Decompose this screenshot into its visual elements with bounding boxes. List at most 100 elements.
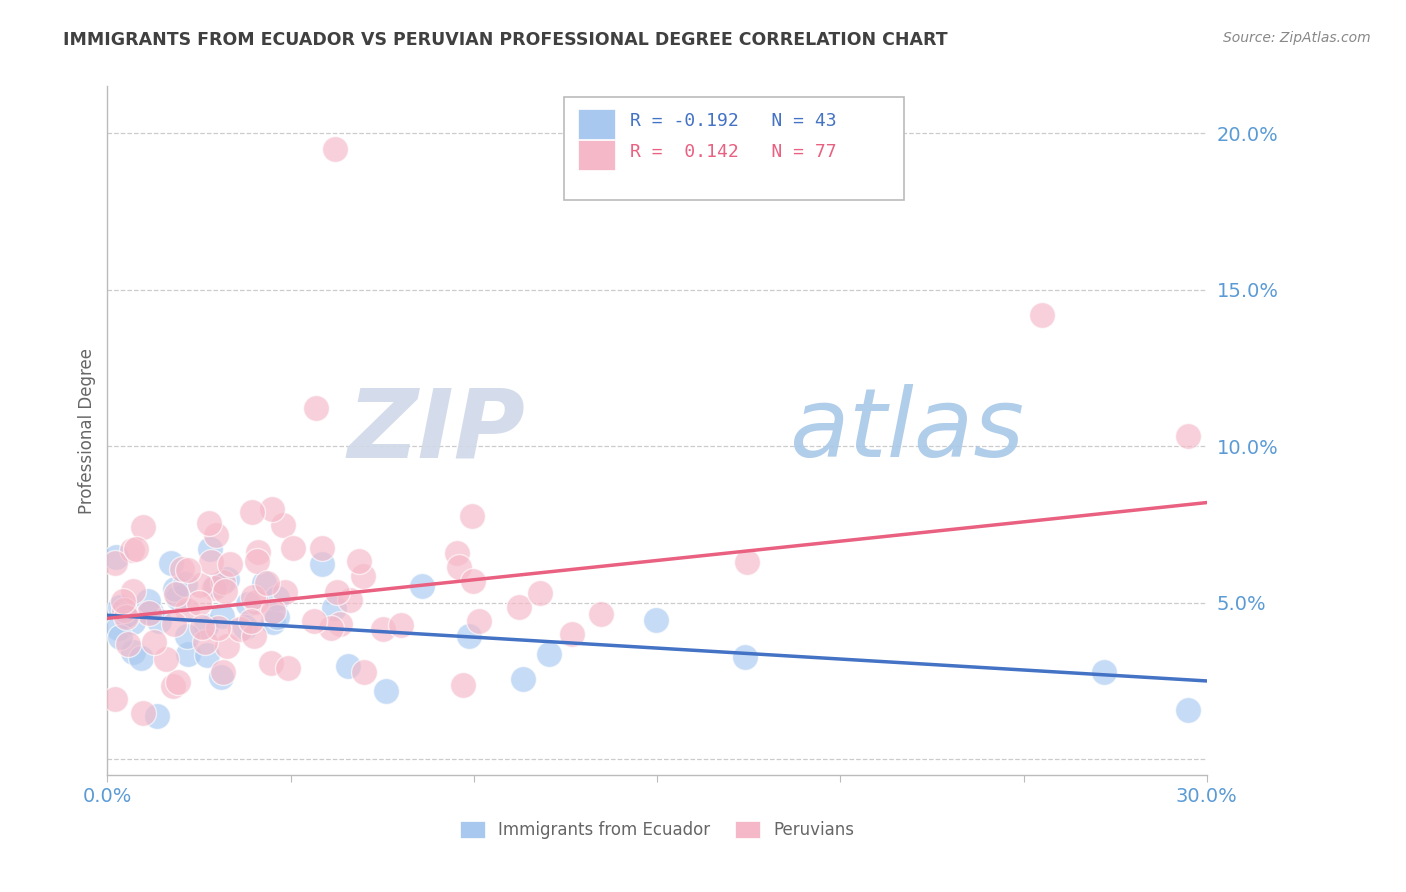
Point (246, 545, 269, 559)
Point (311, 557, 333, 571)
FancyBboxPatch shape (578, 109, 616, 139)
Point (326, 585, 349, 599)
Point (239, 614, 262, 628)
Point (447, 559, 470, 574)
Point (323, 142, 346, 156)
Text: R =  0.142   N = 77: R = 0.142 N = 77 (630, 143, 837, 161)
Point (121, 583, 143, 598)
Point (176, 647, 198, 661)
Point (209, 670, 232, 684)
Point (537, 648, 560, 662)
Point (159, 556, 181, 570)
Point (735, 555, 758, 569)
Point (266, 591, 288, 605)
Point (202, 581, 225, 595)
Point (1177, 428, 1199, 442)
Point (162, 679, 184, 693)
Point (139, 605, 162, 619)
Point (389, 618, 412, 632)
Point (512, 672, 534, 686)
Point (461, 509, 484, 524)
Point (243, 630, 266, 644)
Point (246, 554, 269, 568)
Point (262, 502, 284, 516)
Point (107, 621, 129, 635)
Point (238, 598, 260, 612)
Point (529, 585, 551, 599)
Point (305, 401, 328, 416)
Point (211, 608, 233, 623)
Point (188, 596, 211, 610)
Point (129, 650, 152, 665)
Point (114, 608, 136, 623)
Point (734, 650, 756, 665)
Point (195, 648, 218, 662)
Point (188, 578, 211, 592)
Point (105, 550, 128, 565)
Point (145, 709, 167, 723)
Point (281, 541, 304, 555)
Point (176, 629, 198, 643)
Point (104, 692, 127, 706)
Point (200, 555, 222, 569)
Point (274, 584, 297, 599)
Point (204, 528, 226, 542)
Point (122, 615, 145, 630)
Point (561, 627, 583, 641)
Point (240, 504, 263, 518)
Point (212, 574, 235, 589)
Point (125, 542, 148, 557)
Point (207, 621, 229, 635)
Point (273, 518, 295, 533)
Point (215, 640, 238, 654)
Point (353, 665, 375, 679)
Point (191, 620, 214, 634)
Text: atlas: atlas (789, 384, 1024, 477)
Point (253, 575, 276, 590)
Point (458, 629, 481, 643)
Point (110, 630, 132, 644)
Point (217, 572, 239, 586)
Point (591, 607, 613, 621)
Point (108, 599, 131, 614)
Point (1092, 665, 1115, 679)
FancyBboxPatch shape (564, 96, 904, 200)
Point (277, 660, 299, 674)
Y-axis label: Professional Degree: Professional Degree (79, 348, 96, 514)
Point (347, 554, 370, 568)
Point (371, 622, 394, 636)
Point (508, 600, 530, 615)
Point (163, 616, 186, 631)
Point (198, 516, 221, 530)
Point (468, 614, 491, 628)
Point (266, 610, 288, 624)
Point (374, 684, 396, 698)
Point (121, 543, 143, 558)
Point (177, 562, 200, 576)
Point (155, 652, 177, 666)
Point (148, 614, 170, 628)
Point (132, 520, 155, 534)
Text: ZIP: ZIP (347, 384, 526, 477)
Point (233, 619, 256, 633)
Point (205, 578, 228, 592)
Point (194, 635, 217, 649)
Point (262, 615, 284, 629)
Text: R = -0.192   N = 43: R = -0.192 N = 43 (630, 112, 837, 129)
Point (117, 637, 139, 651)
Point (311, 541, 333, 555)
Point (329, 616, 352, 631)
Point (212, 665, 235, 679)
Text: Source: ZipAtlas.com: Source: ZipAtlas.com (1223, 31, 1371, 45)
Point (195, 619, 218, 633)
Point (228, 623, 250, 637)
Point (165, 587, 187, 601)
Point (170, 562, 193, 576)
Point (245, 594, 267, 608)
Point (260, 656, 283, 670)
Point (198, 542, 221, 557)
Point (304, 614, 326, 628)
Point (138, 606, 160, 620)
Point (337, 659, 360, 673)
Point (132, 706, 155, 720)
